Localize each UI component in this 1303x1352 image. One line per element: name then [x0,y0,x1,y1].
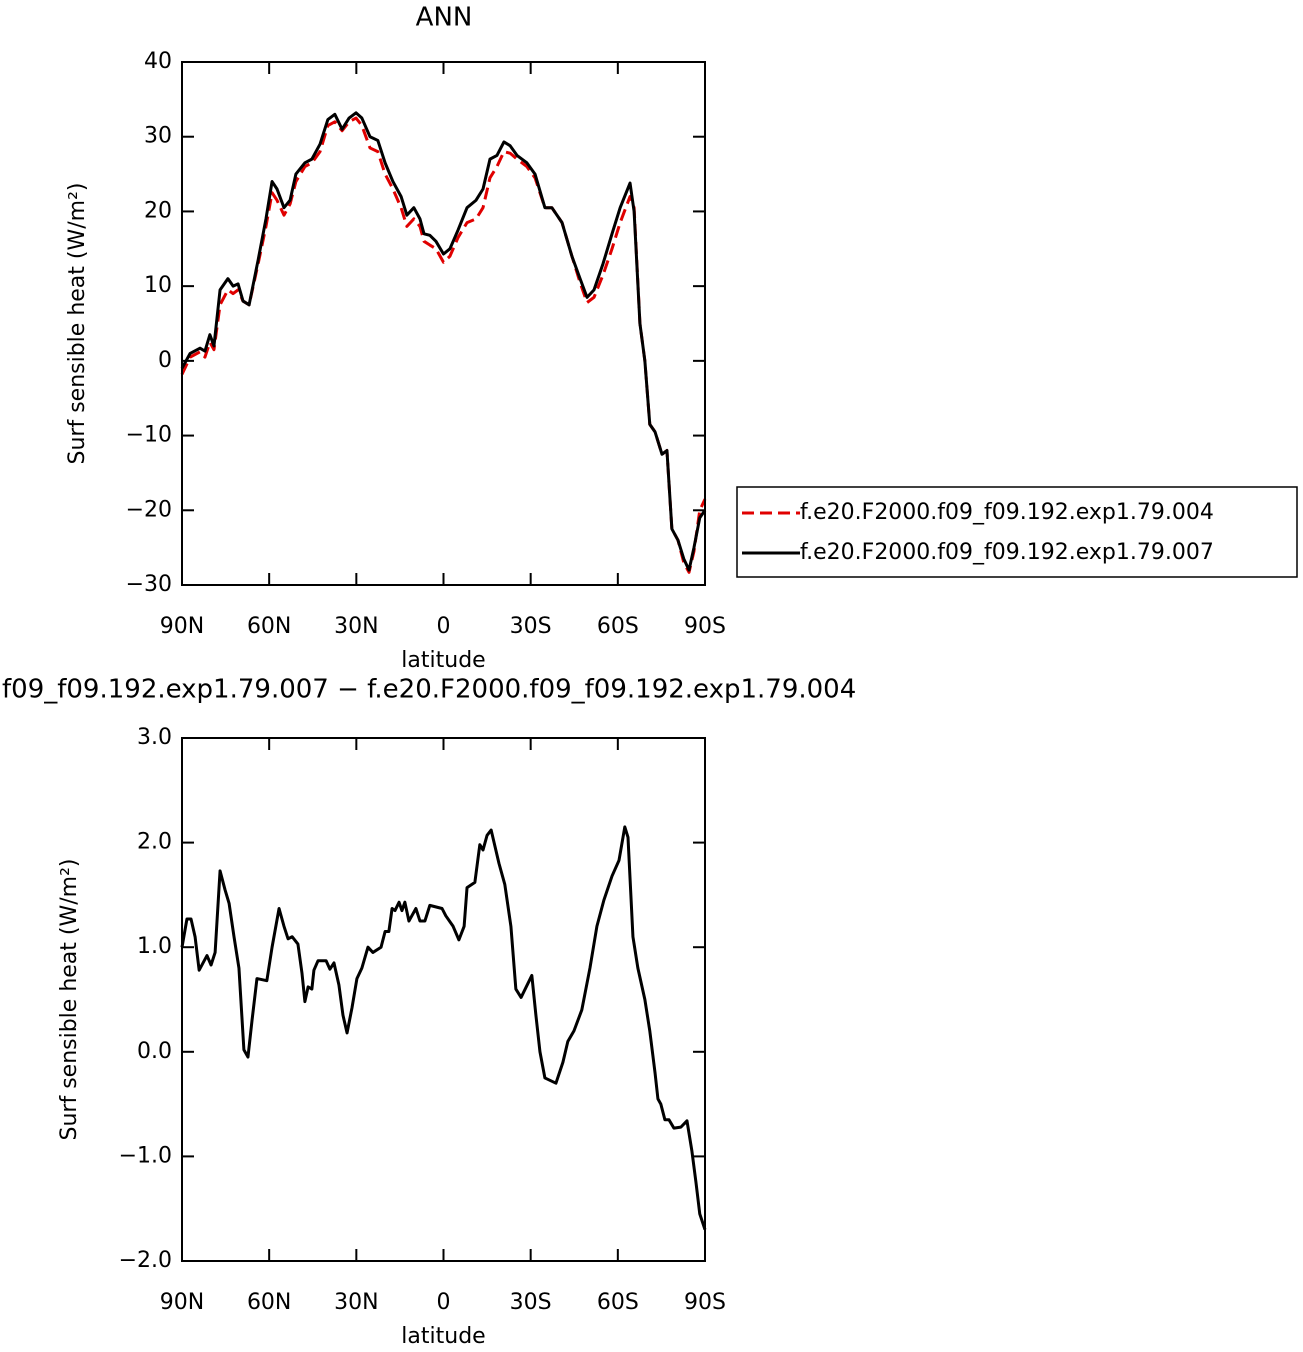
x-tick-label: 60S [597,614,639,639]
y-tick-label: 0.0 [137,1039,172,1064]
y-axis-label: Surf sensible heat (W/m²) [65,183,90,465]
x-tick-label: 90S [684,614,726,639]
data-line [180,116,707,574]
legend-box [736,486,1298,578]
y-tick-label: 0 [158,348,172,373]
x-tick-label: 30S [510,614,552,639]
chart-title: f09_f09.192.exp1.79.007 − f.e20.F2000.f0… [2,675,856,705]
y-tick-label: 10 [144,273,172,298]
y-tick-label: 1.0 [137,934,172,959]
legend-label: f.e20.F2000.f09_f09.192.exp1.79.007 [800,540,1214,565]
x-tick-label: 0 [437,1290,451,1315]
x-axis-label: latitude [401,1324,485,1349]
legend-label: f.e20.F2000.f09_f09.192.exp1.79.004 [800,500,1214,525]
x-tick-label: 90N [160,614,204,639]
x-axis-label: latitude [401,648,485,673]
y-tick-label: −1.0 [119,1143,172,1168]
y-tick-label: −30 [126,572,172,597]
y-tick-label: 40 [144,49,172,74]
x-tick-label: 0 [437,614,451,639]
data-line [180,825,707,1231]
y-tick-label: 20 [144,198,172,223]
x-tick-label: 30N [334,614,378,639]
y-tick-label: 3.0 [137,725,172,750]
y-tick-label: 2.0 [137,830,172,855]
x-tick-label: 60N [247,614,291,639]
chart-title: ANN [416,3,473,33]
y-axis-label: Surf sensible heat (W/m²) [57,859,82,1141]
data-line [180,111,707,572]
y-tick-label: 30 [144,124,172,149]
x-tick-label: 90N [160,1290,204,1315]
y-tick-label: −20 [126,497,172,522]
y-tick-label: −10 [126,423,172,448]
plot-frame [181,737,706,1262]
x-tick-label: 30S [510,1290,552,1315]
x-tick-label: 60S [597,1290,639,1315]
y-tick-label: −2.0 [119,1248,172,1273]
x-tick-label: 90S [684,1290,726,1315]
plot-frame [181,61,706,586]
x-tick-label: 60N [247,1290,291,1315]
x-tick-label: 30N [334,1290,378,1315]
